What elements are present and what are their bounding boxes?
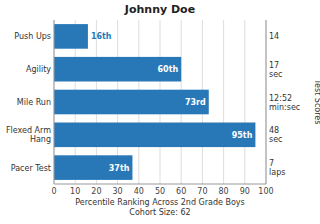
bar [54, 57, 181, 82]
data-label: 95th [232, 131, 253, 140]
text-line: 12:52 [269, 94, 292, 103]
text-line: Flexed Arm [6, 126, 51, 135]
tick-label: 80 [219, 187, 229, 196]
text-line: Mile Run [17, 98, 51, 107]
bar [54, 123, 255, 148]
text-line: Agility [26, 65, 51, 74]
data-label: 16th [91, 32, 112, 41]
tick-label: 50 [155, 187, 165, 196]
category-label: Push Ups [14, 32, 51, 41]
x-axis [54, 184, 266, 185]
y2-axis [266, 20, 267, 184]
tick-label: 30 [113, 187, 123, 196]
grid-line [244, 20, 245, 184]
text-line: sec [269, 135, 283, 144]
bar [54, 90, 209, 115]
title: Johnny Doe [124, 3, 195, 16]
grid-line [54, 20, 55, 184]
category-label: Agility [26, 65, 51, 74]
tick-label: 10 [70, 187, 80, 196]
text-line: Pacer Test [11, 164, 51, 173]
text-line: 17 [269, 61, 279, 70]
text-line: Push Ups [14, 32, 51, 41]
tick-label: 0 [51, 187, 56, 196]
tick-label: 60 [176, 187, 186, 196]
bar [54, 24, 88, 49]
text-line: Hang [30, 135, 51, 144]
y2-category-label: 48sec [269, 126, 283, 144]
y2-category-label: 7laps [269, 159, 285, 177]
text-line: Percentile Ranking Across 2nd Grade Boys [75, 198, 245, 207]
text-line: 14 [269, 32, 279, 41]
tick-label: 40 [134, 187, 144, 196]
grid-line [223, 20, 224, 184]
tick-label: 70 [197, 187, 207, 196]
category-label: Mile Run [17, 98, 51, 107]
data-labels: 16th 60th 73rd 95th 37th [91, 32, 253, 172]
category-label: Flexed ArmHang [6, 126, 51, 144]
y2-category-label: 17sec [269, 61, 283, 79]
data-label: 73rd [185, 98, 206, 107]
data-label: 60th [158, 65, 179, 74]
tick-label: 90 [240, 187, 250, 196]
text-line: laps [269, 168, 285, 177]
text-line: Cohort Size: 62 [129, 208, 190, 217]
tick-label: 100 [258, 187, 273, 196]
x-axis-label: Percentile Ranking Across 2nd Grade Boys… [75, 198, 245, 217]
text-line: 7 [269, 159, 274, 168]
data-label: 37th [109, 164, 130, 173]
text-line: min:sec [269, 103, 300, 112]
bars [54, 24, 255, 180]
y2-category-label: 14 [269, 32, 279, 41]
chart: Johnny Doe 0 10 20 30 40 50 60 70 80 90 100 16th 60th… [0, 0, 320, 224]
grid-line [266, 20, 267, 184]
text-line: sec [269, 70, 283, 79]
bar [54, 155, 132, 180]
y-axis [54, 20, 55, 184]
y2-axis-label: Test Scores [313, 79, 320, 125]
category-label: Pacer Test [11, 164, 51, 173]
y2-category-label: 12:52min:sec [269, 94, 300, 112]
text-line: 48 [269, 126, 279, 135]
tick-label: 20 [91, 187, 101, 196]
